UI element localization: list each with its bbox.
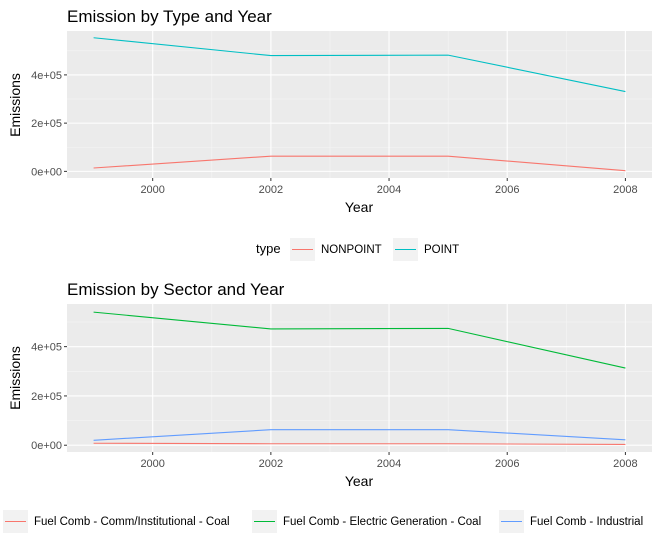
y-axis-title: Emissions: [7, 346, 23, 410]
x-tick-label: 2000: [140, 184, 164, 196]
x-axis: 2000 2002 2004 2006 2008: [140, 452, 638, 470]
x-tick-label: 2002: [259, 184, 283, 196]
x-tick-label: 2008: [613, 458, 637, 470]
x-tick-label: 2006: [495, 184, 519, 196]
series-line: [93, 37, 626, 93]
legend-label: Fuel Comb - Comm/Institutional - Coal: [34, 516, 230, 528]
series-line: [93, 155, 626, 172]
legend-label: POINT: [424, 244, 459, 256]
legend-title: type: [256, 241, 281, 256]
chart-sector-year: Emission by Sector and Year 0e+00 2e+05 4e…: [3, 280, 652, 533]
x-axis: 2000 2002 2004 2006 2008: [140, 178, 638, 196]
legend-item-point: POINT: [393, 238, 459, 261]
legend-label: NONPOINT: [321, 244, 382, 256]
y-axis: 0e+00 2e+05 4e+05: [31, 342, 67, 452]
legend-item-electric-generation-coal: Fuel Comb - Electric Generation - Coal: [252, 510, 481, 533]
y-tick-label: 0e+00: [31, 440, 62, 452]
y-tick-label: 4e+05: [31, 70, 62, 82]
x-tick-label: 2004: [377, 184, 401, 196]
series-line: [93, 311, 626, 369]
x-axis-title: Year: [345, 199, 374, 215]
chart-type-year: Emission by Type and Year 0e+00 2e+05 4e+0…: [7, 7, 652, 261]
x-tick-label: 2000: [140, 458, 164, 470]
legend-item-nonpoint: NONPOINT: [290, 238, 382, 261]
series-line: [93, 429, 626, 441]
x-tick-label: 2004: [377, 458, 401, 470]
chart-title: Emission by Sector and Year: [67, 280, 285, 299]
legend: Fuel Comb - Comm/Institutional - Coal Fu…: [3, 510, 643, 533]
x-tick-label: 2008: [613, 184, 637, 196]
legend-label: Fuel Comb - Electric Generation - Coal: [283, 516, 481, 528]
y-tick-label: 4e+05: [31, 342, 62, 354]
x-tick-label: 2006: [495, 458, 519, 470]
x-tick-label: 2002: [259, 458, 283, 470]
legend: type NONPOINT POINT: [256, 238, 459, 261]
legend-label: Fuel Comb - Industrial: [530, 516, 643, 528]
y-axis: 0e+00 2e+05 4e+05: [31, 70, 67, 178]
y-axis-title: Emissions: [7, 73, 23, 137]
x-axis-title: Year: [345, 473, 374, 489]
chart-title: Emission by Type and Year: [67, 7, 272, 26]
y-tick-label: 2e+05: [31, 391, 62, 403]
legend-item-industrial: Fuel Comb - Industrial: [499, 510, 643, 533]
series-line: [93, 442, 626, 446]
grid: [67, 304, 652, 452]
series-lines: [93, 37, 626, 172]
y-tick-label: 0e+00: [31, 166, 62, 178]
y-tick-label: 2e+05: [31, 118, 62, 130]
legend-item-comm-institutional-coal: Fuel Comb - Comm/Institutional - Coal: [3, 510, 230, 533]
series-lines: [93, 311, 626, 446]
